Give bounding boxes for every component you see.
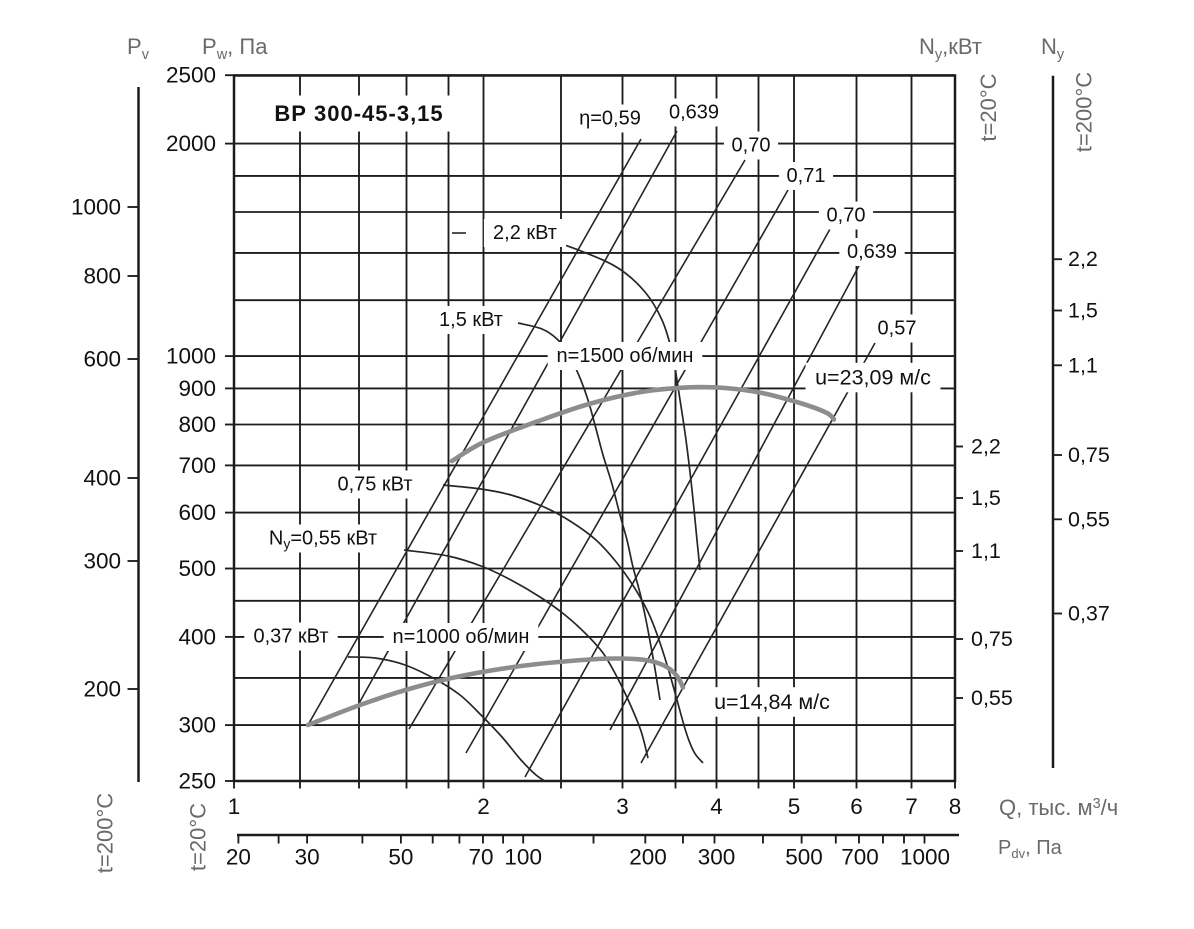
svg-text:0,639: 0,639 bbox=[669, 102, 719, 124]
svg-text:Ny,кВт: Ny,кВт bbox=[919, 34, 982, 63]
svg-text:t=20°C: t=20°C bbox=[186, 803, 211, 871]
svg-text:0,75 кВт: 0,75 кВт bbox=[337, 474, 412, 496]
svg-text:2,2: 2,2 bbox=[971, 435, 1001, 459]
svg-text:1,1: 1,1 bbox=[1068, 353, 1098, 377]
svg-text:800: 800 bbox=[83, 264, 121, 289]
svg-text:ВР 300-45-3,15: ВР 300-45-3,15 bbox=[274, 101, 443, 126]
svg-text:Q, тыс. м3/ч: Q, тыс. м3/ч bbox=[999, 795, 1118, 820]
svg-text:100: 100 bbox=[504, 845, 542, 870]
svg-text:η=0,59: η=0,59 bbox=[579, 108, 641, 130]
svg-text:800: 800 bbox=[178, 412, 216, 437]
svg-text:900: 900 bbox=[178, 376, 216, 401]
svg-text:0,55: 0,55 bbox=[1068, 507, 1110, 531]
svg-text:1: 1 bbox=[228, 794, 241, 819]
svg-text:4: 4 bbox=[710, 794, 723, 819]
svg-text:1,5: 1,5 bbox=[1068, 299, 1098, 323]
svg-text:1,5: 1,5 bbox=[971, 486, 1001, 510]
svg-text:t=200°C: t=200°C bbox=[1072, 72, 1097, 152]
svg-text:400: 400 bbox=[83, 466, 121, 491]
svg-text:1,1: 1,1 bbox=[971, 539, 1001, 563]
svg-text:2000: 2000 bbox=[166, 131, 216, 156]
svg-text:0,37 кВт: 0,37 кВт bbox=[253, 626, 328, 648]
svg-text:5: 5 bbox=[788, 794, 801, 819]
svg-text:500: 500 bbox=[785, 845, 823, 870]
svg-text:8: 8 bbox=[949, 794, 962, 819]
svg-text:0,37: 0,37 bbox=[1068, 602, 1110, 626]
svg-text:2500: 2500 bbox=[166, 63, 216, 88]
svg-text:50: 50 bbox=[388, 845, 413, 870]
svg-text:0,70: 0,70 bbox=[732, 135, 771, 157]
svg-text:7: 7 bbox=[905, 794, 918, 819]
svg-text:200: 200 bbox=[83, 677, 121, 702]
svg-text:Ny=0,55 кВт: Ny=0,55 кВт bbox=[269, 528, 377, 552]
svg-text:600: 600 bbox=[83, 347, 121, 372]
svg-text:Pdv, Па: Pdv, Па bbox=[998, 837, 1063, 861]
svg-text:6: 6 bbox=[850, 794, 863, 819]
svg-text:0,75: 0,75 bbox=[1068, 443, 1110, 467]
svg-text:Pw, Па: Pw, Па bbox=[202, 34, 268, 63]
svg-text:1000: 1000 bbox=[71, 195, 121, 220]
svg-text:3: 3 bbox=[616, 794, 629, 819]
svg-text:0,71: 0,71 bbox=[787, 165, 826, 187]
svg-text:t=200°C: t=200°C bbox=[93, 793, 118, 873]
svg-text:1000: 1000 bbox=[166, 344, 216, 369]
svg-text:2,2 кВт: 2,2 кВт bbox=[493, 222, 557, 244]
svg-text:n=1500 об/мин: n=1500 об/мин bbox=[557, 345, 694, 367]
svg-text:70: 70 bbox=[468, 845, 493, 870]
svg-text:2: 2 bbox=[477, 794, 490, 819]
svg-text:300: 300 bbox=[178, 713, 216, 738]
svg-text:30: 30 bbox=[295, 845, 320, 870]
svg-text:1,5 кВт: 1,5 кВт bbox=[439, 309, 503, 331]
svg-text:500: 500 bbox=[178, 556, 216, 581]
svg-text:250: 250 bbox=[178, 769, 216, 794]
svg-text:n=1000 об/мин: n=1000 об/мин bbox=[393, 626, 530, 648]
svg-text:300: 300 bbox=[698, 845, 736, 870]
svg-text:700: 700 bbox=[178, 453, 216, 478]
svg-text:0,75: 0,75 bbox=[971, 627, 1013, 651]
svg-text:0,55: 0,55 bbox=[971, 686, 1013, 710]
svg-text:600: 600 bbox=[178, 500, 216, 525]
svg-text:0,639: 0,639 bbox=[847, 241, 897, 263]
svg-text:700: 700 bbox=[841, 845, 879, 870]
svg-text:20: 20 bbox=[226, 845, 251, 870]
svg-text:t=20°C: t=20°C bbox=[976, 73, 1001, 141]
svg-text:u=23,09 м/с: u=23,09 м/с bbox=[815, 366, 931, 390]
svg-text:1000: 1000 bbox=[900, 845, 950, 870]
svg-text:2,2: 2,2 bbox=[1068, 247, 1098, 271]
svg-text:200: 200 bbox=[629, 845, 667, 870]
svg-text:u=14,84 м/с: u=14,84 м/с bbox=[714, 690, 830, 714]
svg-text:300: 300 bbox=[83, 549, 121, 574]
svg-text:0,57: 0,57 bbox=[878, 318, 917, 340]
svg-text:400: 400 bbox=[178, 624, 216, 649]
svg-text:0,70: 0,70 bbox=[827, 205, 866, 227]
